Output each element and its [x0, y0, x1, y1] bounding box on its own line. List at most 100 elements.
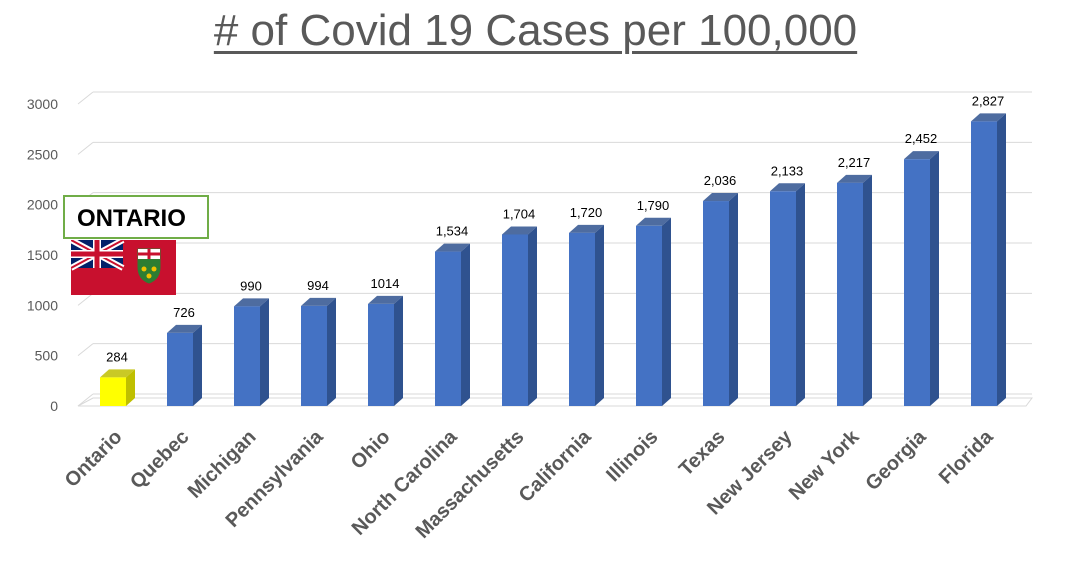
data-label: 2,452 — [905, 131, 938, 146]
y-tick-label: 3000 — [27, 96, 58, 112]
bar-top — [435, 243, 470, 252]
ontario-annotation-label: ONTARIO — [77, 205, 186, 232]
bar-side — [729, 193, 738, 406]
bar-front — [837, 182, 863, 406]
bar — [569, 224, 604, 406]
bar-side — [461, 243, 470, 406]
bar-front — [569, 232, 595, 406]
bar-front — [368, 303, 394, 406]
bar — [502, 226, 537, 406]
bar-top — [971, 113, 1006, 122]
data-label: 994 — [307, 278, 329, 293]
ontario-annotation: ONTARIO — [63, 195, 209, 239]
bar-front — [167, 332, 193, 406]
data-label: 1,720 — [570, 205, 603, 220]
bar — [435, 243, 470, 406]
bar — [234, 298, 269, 406]
y-axis-ticks: 0 500 1000 1500 2000 2500 3000 — [27, 96, 58, 414]
bar-top — [100, 369, 135, 378]
bar — [837, 174, 872, 406]
bar-front — [636, 225, 662, 406]
chart-title: # of Covid 19 Cases per 100,000 — [213, 6, 858, 55]
bar-side — [327, 297, 336, 406]
data-label: 2,036 — [704, 173, 737, 188]
bar-front — [770, 191, 796, 406]
bar-top — [636, 217, 671, 226]
data-label: 1,704 — [503, 206, 536, 221]
x-tick-label: Ohio — [347, 426, 395, 474]
bar-front — [904, 159, 930, 406]
data-label: 1,534 — [436, 224, 469, 239]
x-tick-label: Florida — [935, 425, 998, 488]
data-label: 2,827 — [972, 93, 1005, 108]
bar-top — [234, 298, 269, 307]
data-label: 1014 — [371, 276, 400, 291]
bar-side — [260, 298, 269, 406]
bar — [100, 369, 135, 406]
bar — [770, 183, 805, 406]
bar — [904, 151, 939, 406]
bar-front — [100, 377, 126, 406]
bar-front — [971, 121, 997, 406]
bar-top — [368, 295, 403, 304]
bar-side — [394, 295, 403, 406]
data-labels: 284 726 990 994 1014 1,534 1,704 1,720 1,790 2,03… — [106, 93, 1004, 364]
bar-front — [301, 305, 327, 406]
data-label: 2,217 — [838, 155, 871, 170]
bar-top — [502, 226, 537, 235]
bar-top — [569, 224, 604, 233]
bar-front — [502, 234, 528, 406]
x-tick-label: Texas — [675, 426, 730, 481]
bar-side — [997, 113, 1006, 406]
bar — [368, 295, 403, 406]
bar-side — [528, 226, 537, 406]
x-tick-label: Illinois — [602, 426, 662, 486]
y-tick-label: 2500 — [27, 146, 58, 162]
gridline-depth — [77, 91, 94, 105]
data-label: 284 — [106, 349, 128, 364]
x-tick-label: California — [515, 425, 596, 506]
y-tick-label: 1500 — [27, 247, 58, 263]
x-tick-label: Quebec — [126, 426, 193, 493]
data-label: 2,133 — [771, 163, 804, 178]
data-label: 726 — [173, 305, 195, 320]
gridline-depth — [77, 141, 94, 155]
bar-side — [930, 151, 939, 406]
y-tick-label: 500 — [35, 348, 59, 364]
bar-top — [770, 183, 805, 192]
data-label: 1,790 — [637, 198, 670, 213]
bar-top — [301, 297, 336, 306]
x-tick-label: Ontario — [61, 426, 127, 492]
bar-side — [595, 224, 604, 406]
gridlines — [77, 91, 1033, 407]
bars — [100, 113, 1006, 406]
y-tick-label: 0 — [50, 398, 58, 414]
bar-side — [193, 324, 202, 406]
bar-side — [662, 217, 671, 406]
bar — [971, 113, 1006, 406]
bar-top — [904, 151, 939, 160]
bar-front — [703, 201, 729, 406]
bar-top — [837, 174, 872, 183]
bar-top — [167, 324, 202, 333]
bar — [636, 217, 671, 406]
bar-front — [234, 306, 260, 406]
x-tick-label: Georgia — [862, 425, 932, 495]
bar-front — [435, 251, 461, 406]
y-tick-label: 1000 — [27, 297, 58, 313]
bar — [301, 297, 336, 406]
floor — [77, 397, 1033, 407]
ontario-flag-icon — [71, 240, 176, 295]
bar-side — [863, 174, 872, 406]
gridline-depth — [77, 292, 94, 306]
bar-side — [126, 369, 135, 406]
bar-top — [703, 193, 738, 202]
bar — [703, 193, 738, 406]
data-label: 990 — [240, 278, 262, 293]
gridline-depth — [77, 343, 94, 357]
y-tick-label: 2000 — [27, 197, 58, 213]
bar-side — [796, 183, 805, 406]
gridline-depth — [77, 393, 94, 407]
